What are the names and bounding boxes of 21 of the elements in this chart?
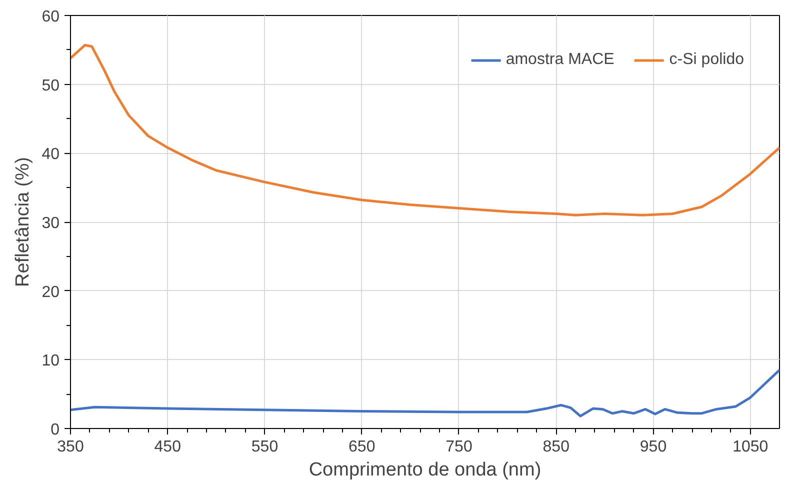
x-axis-title: Comprimento de onda (nm) [308, 460, 542, 480]
y-tick-label: 20 [42, 284, 60, 301]
y-tick-label: 60 [42, 8, 60, 26]
x-tick-label: 450 [154, 438, 182, 456]
legend-label: amostra MACE [506, 51, 614, 69]
y-tick-label: 50 [42, 77, 60, 94]
x-tick-label: 1050 [732, 438, 768, 456]
y-tick-label: 40 [42, 146, 60, 164]
y-tick-label: 10 [42, 352, 60, 370]
line-series [70, 368, 780, 418]
x-tick-label: 850 [542, 438, 570, 456]
x-tick-label: 750 [446, 438, 472, 456]
line-series [70, 44, 780, 216]
y-tick-label: 0 [50, 422, 60, 438]
y-tick-label: 30 [42, 215, 60, 232]
legend-label: c-Si polido [669, 51, 744, 69]
x-tick-label: 550 [251, 438, 278, 456]
x-tick-label: 650 [348, 438, 376, 456]
x-tick-label: 350 [57, 438, 84, 456]
y-axis-title: Refletância (%) [12, 157, 34, 287]
x-tick-label: 950 [640, 438, 667, 456]
